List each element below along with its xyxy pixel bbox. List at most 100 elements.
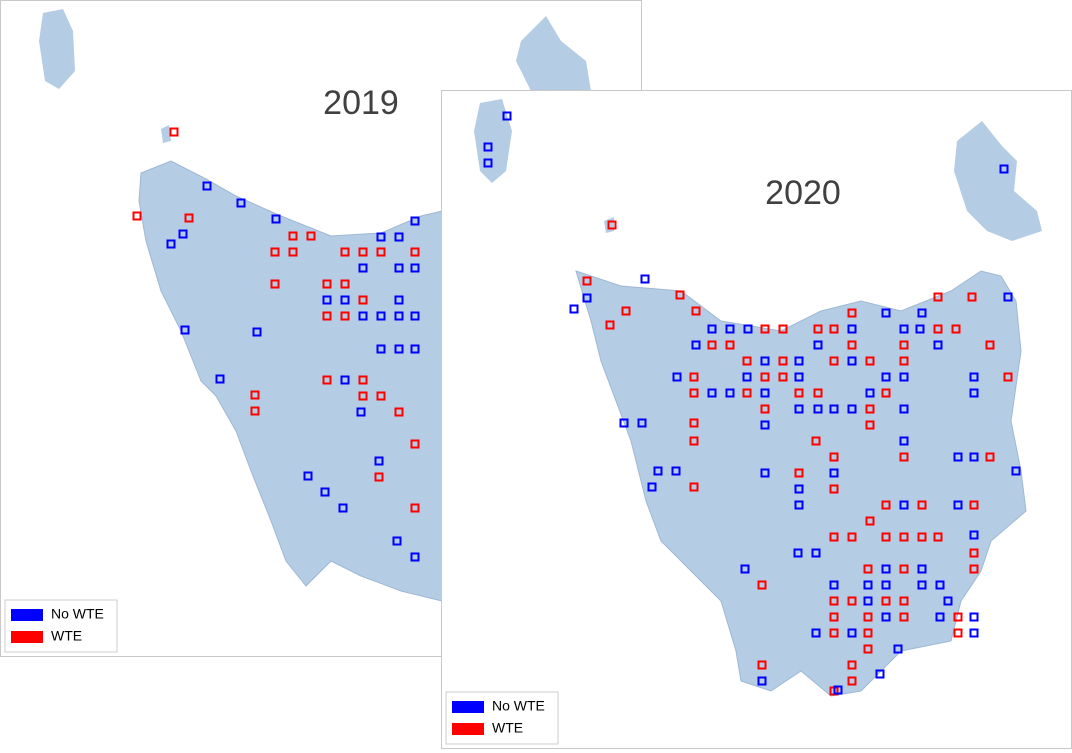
site-marker [760,372,770,382]
site-marker [899,532,909,542]
site-marker [376,391,386,401]
site-marker [899,596,909,606]
site-marker [653,466,663,476]
site-marker [288,231,298,241]
site-marker [811,548,821,558]
site-marker [863,564,873,574]
site-marker [1003,372,1013,382]
site-marker [899,324,909,334]
legend-swatch [11,631,43,643]
site-marker [778,324,788,334]
site-marker [829,356,839,366]
site-marker [640,274,650,284]
site-marker [813,340,823,350]
site-marker [953,628,963,638]
site-marker [742,372,752,382]
site-marker [794,468,804,478]
site-marker [829,468,839,478]
site-marker [483,142,493,152]
site-marker [881,580,891,590]
site-marker [169,127,179,137]
map: 2019 No WTE WTE [4,9,591,653]
site-marker [863,596,873,606]
site-marker [829,404,839,414]
site-marker [881,596,891,606]
site-marker [794,372,804,382]
site-marker [707,324,717,334]
site-marker [847,324,857,334]
site-marker [943,596,953,606]
site-marker [969,372,979,382]
site-marker [829,612,839,622]
site-marker [829,580,839,590]
site-marker [376,344,386,354]
site-marker [392,536,402,546]
site-marker [969,628,979,638]
site-marker [847,676,857,686]
site-marker [899,564,909,574]
legend-label: WTE [492,720,523,736]
site-marker [935,612,945,622]
site-marker [757,580,767,590]
site-marker [340,295,350,305]
site-marker [933,532,943,542]
site-marker [410,552,420,562]
site-marker [725,388,735,398]
site-marker [270,279,280,289]
site-marker [899,436,909,446]
map: 2020 No WTE WTE [445,99,1042,745]
site-marker [829,452,839,462]
site-marker [917,532,927,542]
site-marker [847,404,857,414]
site-marker [410,263,420,273]
site-marker [969,452,979,462]
site-marker [863,628,873,638]
site-marker [917,308,927,318]
site-marker [483,158,493,168]
site-marker [969,612,979,622]
site-marker [410,503,420,513]
site-marker [847,308,857,318]
site-marker [951,324,961,334]
site-marker [707,340,717,350]
site-marker [202,181,212,191]
site-marker [875,669,885,679]
site-marker [358,247,368,257]
site-marker [178,229,188,239]
site-marker [582,293,592,303]
site-marker [999,164,1009,174]
site-marker [671,466,681,476]
site-marker [250,390,260,400]
site-marker [953,500,963,510]
site-marker [742,388,752,398]
site-marker [675,290,685,300]
site-marker [847,596,857,606]
site-marker [605,320,615,330]
site-marker [358,391,368,401]
site-marker [322,311,332,321]
site-marker [829,596,839,606]
site-marker [569,304,579,314]
tasmania [575,270,1027,697]
site-marker [847,340,857,350]
site-marker [881,612,891,622]
site-marker [953,452,963,462]
site-marker [394,263,404,273]
site-marker [236,198,246,208]
site-marker [899,500,909,510]
site-marker [953,612,963,622]
site-marker [881,532,891,542]
site-marker [829,484,839,494]
site-marker [689,388,699,398]
site-marker [340,279,350,289]
site-marker [607,220,617,230]
site-marker [969,388,979,398]
site-marker [410,247,420,257]
legend-label: No WTE [492,698,545,714]
site-marker [899,452,909,462]
king-island [39,9,75,89]
site-marker [306,231,316,241]
site-marker [865,404,875,414]
site-marker [969,564,979,574]
